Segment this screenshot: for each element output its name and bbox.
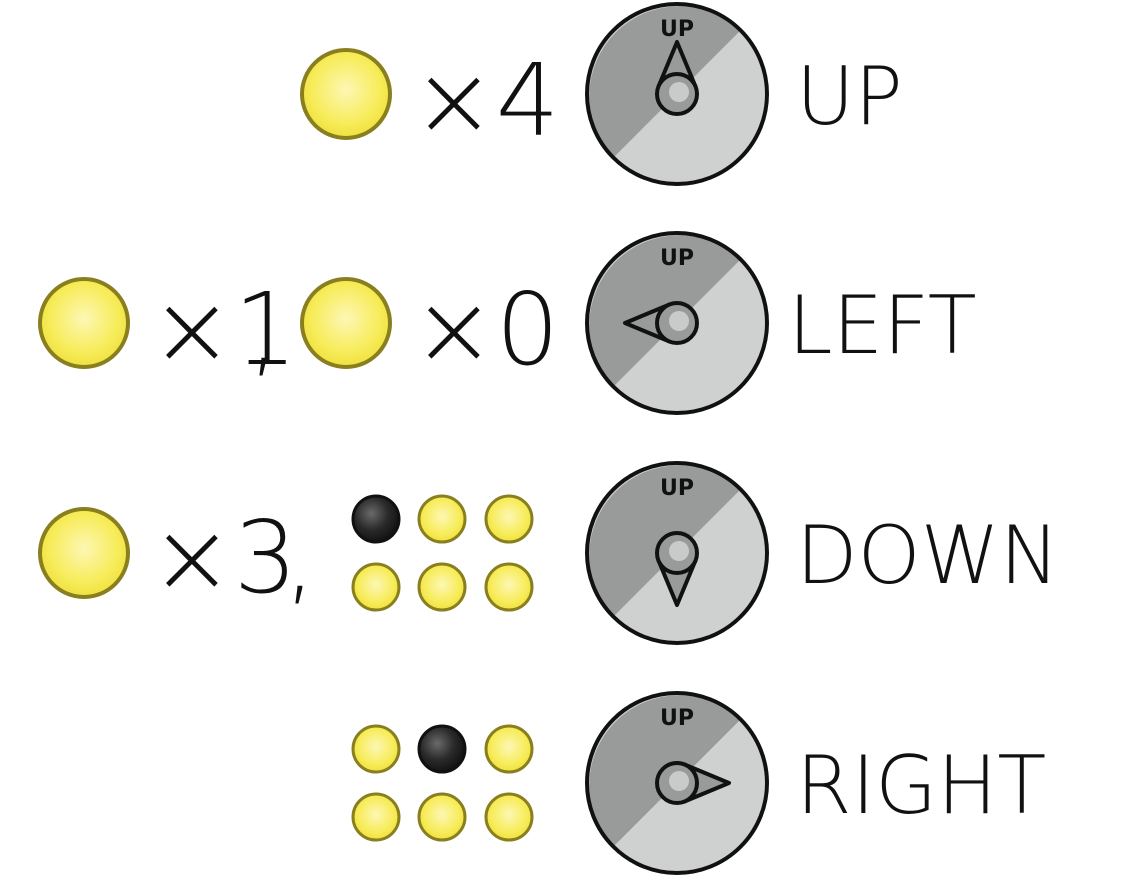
direction-label: RIGHT xyxy=(796,739,1046,832)
yellow-dot-icon xyxy=(417,792,467,842)
dial-up-label: UP xyxy=(660,17,694,42)
rule-row-left: ×1 , ×0 UP LEFT xyxy=(38,231,977,415)
direction-label: UP xyxy=(796,50,903,143)
coin-count: ×1 xyxy=(150,271,297,388)
dark-dot-icon xyxy=(417,724,467,774)
rule-row-down: ×3 , UP DOWN xyxy=(38,461,1060,645)
yellow-dot-icon xyxy=(484,792,534,842)
pointer-up-icon xyxy=(655,40,699,116)
rule-row-up: ×4 UP UP xyxy=(300,2,903,186)
yellow-dot-icon xyxy=(351,562,401,612)
direction-label: DOWN xyxy=(796,509,1060,602)
dot-grid xyxy=(351,724,534,842)
yellow-dot-icon xyxy=(417,494,467,544)
direction-dial: UP xyxy=(585,231,769,415)
separator-comma: , xyxy=(284,499,316,616)
yellow-dot-icon xyxy=(351,724,401,774)
yellow-dot-icon xyxy=(484,494,534,544)
yellow-coin-icon xyxy=(300,48,392,140)
yellow-dot-icon xyxy=(484,724,534,774)
separator-comma: , xyxy=(248,271,280,388)
dial-up-label: UP xyxy=(660,246,694,271)
yellow-dot-icon xyxy=(351,792,401,842)
dial-up-label: UP xyxy=(660,706,694,731)
yellow-coin-icon xyxy=(38,507,130,599)
pointer-left-icon xyxy=(623,301,699,345)
coin-count: ×3 xyxy=(150,499,297,616)
dial-up-label: UP xyxy=(660,476,694,501)
coin-count: ×4 xyxy=(412,42,559,159)
direction-dial: UP xyxy=(585,2,769,186)
direction-dial: UP xyxy=(585,691,769,875)
yellow-coin-icon xyxy=(38,277,130,369)
yellow-dot-icon xyxy=(417,562,467,612)
direction-dial: UP xyxy=(585,461,769,645)
pointer-right-icon xyxy=(655,761,731,805)
direction-label: LEFT xyxy=(788,279,977,372)
yellow-coin-icon xyxy=(300,277,392,369)
dot-grid xyxy=(351,494,534,612)
yellow-dot-icon xyxy=(484,562,534,612)
pointer-down-icon xyxy=(655,531,699,607)
rule-row-right: UP RIGHT xyxy=(351,691,1046,875)
coin-count: ×0 xyxy=(412,271,559,388)
dark-dot-icon xyxy=(351,494,401,544)
